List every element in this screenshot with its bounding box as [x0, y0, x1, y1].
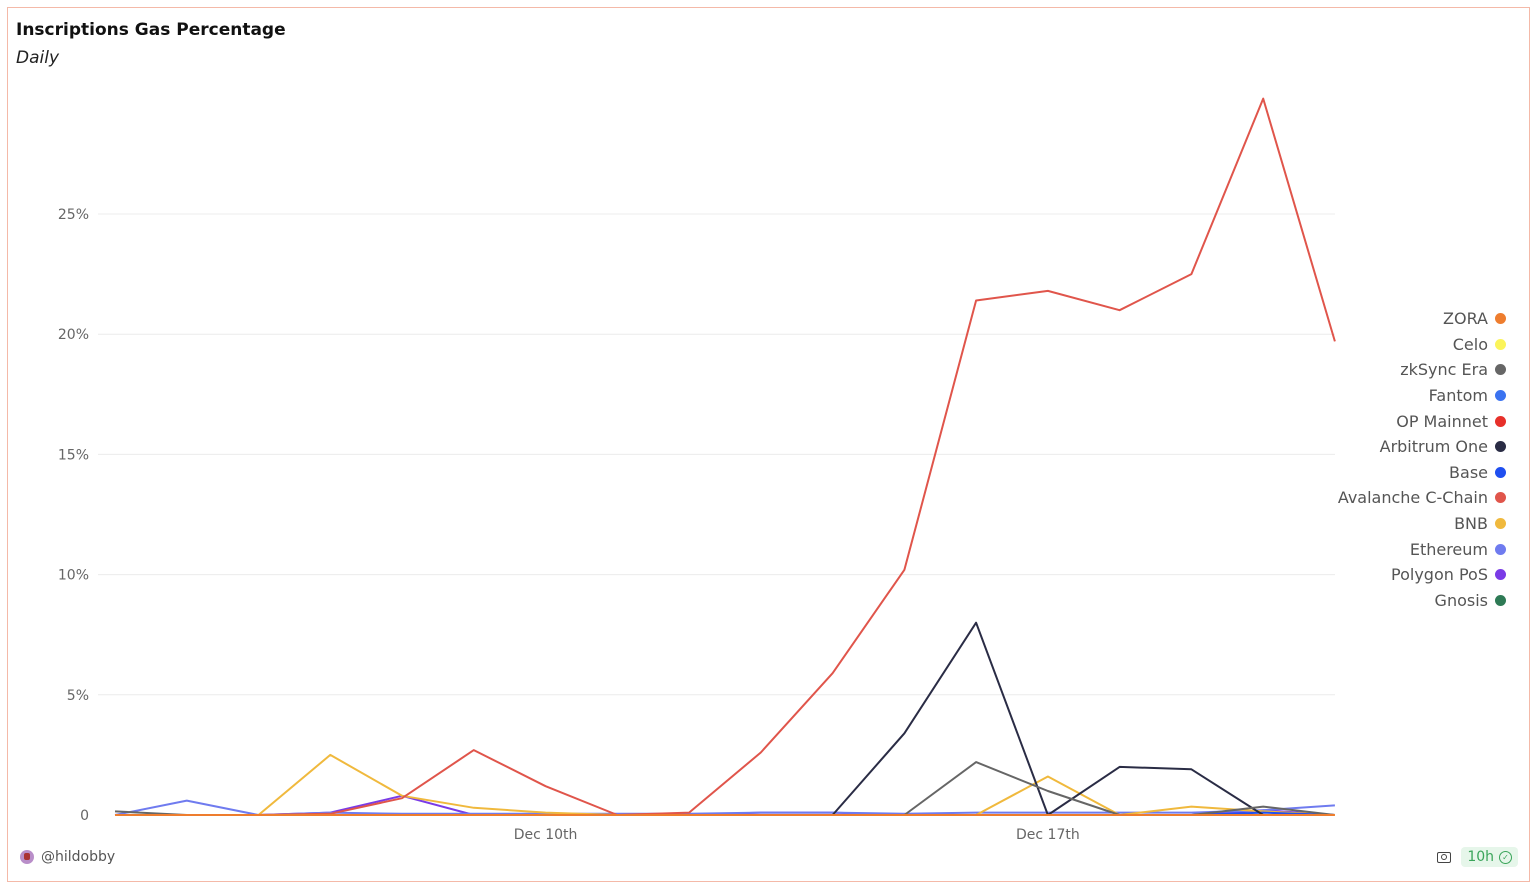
legend-item[interactable]: OP Mainnet [1338, 408, 1506, 434]
legend-label: Avalanche C-Chain [1337, 488, 1488, 508]
legend: ZORA Celo zkSync Era Fantom OP Mainnet Arbitr… [1338, 306, 1506, 613]
legend-item[interactable]: Fantom [1338, 383, 1506, 409]
legend-dot-icon [1495, 492, 1506, 504]
author-handle: @hildobby [41, 849, 116, 865]
x-tick-label: Dec 10th [514, 827, 578, 843]
series-line-zksync-era[interactable] [114, 761, 1336, 816]
legend-item[interactable]: Base [1338, 460, 1506, 486]
chart-subtitle: Daily [16, 48, 60, 68]
series-line-ethereum[interactable] [114, 799, 1335, 816]
legend-label: OP Mainnet [1396, 411, 1488, 431]
legend-item[interactable]: ZORA [1338, 306, 1506, 332]
legend-item[interactable]: Celo [1338, 332, 1506, 358]
legend-dot-icon [1495, 338, 1506, 350]
legend-label: Celo [1452, 334, 1488, 354]
legend-label: Gnosis [1434, 590, 1488, 610]
refresh-age-badge[interactable]: 10h ✓ [1461, 847, 1518, 867]
legend-dot-icon [1495, 569, 1506, 581]
legend-item[interactable]: Polygon PoS [1338, 562, 1506, 588]
series-line-bnb[interactable] [115, 753, 1335, 816]
legend-dot-icon [1495, 466, 1506, 478]
legend-item[interactable]: Gnosis [1338, 588, 1506, 614]
legend-label: ZORA [1443, 309, 1488, 329]
legend-item[interactable]: zkSync Era [1338, 357, 1506, 383]
y-tick-label: 0 [80, 808, 89, 824]
legend-dot-icon [1495, 441, 1506, 453]
legend-dot-icon [1495, 518, 1506, 530]
legend-label: Polygon PoS [1391, 565, 1488, 585]
legend-item[interactable]: Arbitrum One [1338, 434, 1506, 460]
camera-icon[interactable] [1437, 851, 1452, 863]
chart-title: Inscriptions Gas Percentage [16, 20, 286, 40]
age-label: 10h [1467, 849, 1494, 865]
avatar [20, 850, 34, 864]
legend-label: Arbitrum One [1379, 437, 1488, 457]
series-line-avalanche-c-chain[interactable] [115, 97, 1336, 816]
legend-label: Fantom [1428, 386, 1488, 406]
legend-item[interactable]: BNB [1338, 511, 1506, 537]
legend-dot-icon [1495, 313, 1506, 325]
y-tick-label: 10% [58, 568, 89, 584]
legend-dot-icon [1495, 415, 1506, 427]
x-tick-label: Dec 17th [1016, 827, 1080, 843]
check-circle-icon: ✓ [1499, 850, 1512, 864]
legend-label: zkSync Era [1400, 360, 1488, 380]
legend-label: BNB [1454, 514, 1488, 534]
legend-label: Base [1449, 462, 1488, 482]
legend-dot-icon [1495, 543, 1506, 555]
author[interactable]: @hildobby [20, 849, 115, 865]
footer-actions: 10h ✓ [1437, 847, 1518, 867]
y-tick-label: 20% [58, 327, 89, 343]
legend-item[interactable]: Avalanche C-Chain [1338, 485, 1506, 511]
y-tick-label: 25% [58, 207, 89, 223]
legend-dot-icon [1495, 594, 1506, 606]
series-line-arbitrum-one[interactable] [115, 621, 1335, 816]
chart-card [7, 7, 1530, 882]
legend-item[interactable]: Ethereum [1338, 536, 1506, 562]
legend-label: Ethereum [1409, 539, 1488, 559]
y-tick-label: 5% [67, 688, 89, 704]
legend-dot-icon [1495, 390, 1506, 402]
y-tick-label: 15% [58, 447, 89, 463]
legend-dot-icon [1495, 364, 1506, 376]
